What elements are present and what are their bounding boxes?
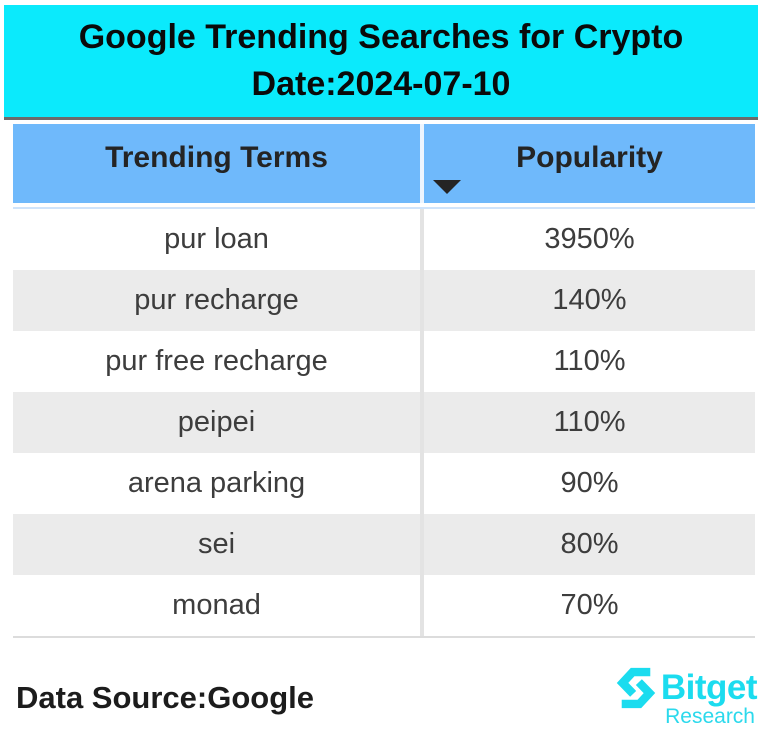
table-header-row: Trending Terms Popularity [13,124,755,203]
popularity-cell: 110% [424,392,755,453]
term-cell: monad [13,575,420,636]
term-cell: arena parking [13,453,420,514]
column-divider [420,453,424,514]
table-row: pur free recharge 110% [13,331,755,392]
bitget-icon [615,667,657,709]
header-separator [13,203,755,207]
bitget-research-label: Research [665,704,755,728]
title-line-2: Date:2024-07-10 [251,65,511,103]
column-divider [420,331,424,392]
sort-descending-icon[interactable] [433,180,461,194]
table-body: pur loan 3950% pur recharge 140% pur fre… [13,209,755,636]
term-cell: peipei [13,392,420,453]
term-cell: pur recharge [13,270,420,331]
data-source-label: Data Source:Google [16,679,314,715]
table-row: peipei 110% [13,392,755,453]
table-row: arena parking 90% [13,453,755,514]
table-row: sei 80% [13,514,755,575]
column-divider [420,392,424,453]
popularity-cell: 90% [424,453,755,514]
column-divider [420,209,424,270]
title-line-1: Google Trending Searches for Crypto [78,18,684,56]
table-row: pur recharge 140% [13,270,755,331]
popularity-cell: 140% [424,270,755,331]
term-cell: sei [13,514,420,575]
popularity-cell: 3950% [424,209,755,270]
table-row: pur loan 3950% [13,209,755,270]
column-header-trending-terms: Trending Terms [13,124,420,203]
popularity-cell: 80% [424,514,755,575]
bitget-logo: Bitget Research [615,667,758,729]
popularity-header-label: Popularity [516,140,663,174]
footer: Data Source:Google Bitget Research [16,650,758,745]
term-cell: pur loan [13,209,420,270]
column-divider [420,124,424,203]
column-divider [420,575,424,636]
header-underline [13,207,755,209]
bitget-logo-row: Bitget [615,667,758,709]
term-cell: pur free recharge [13,331,420,392]
column-divider [420,270,424,331]
trending-table: Trending Terms Popularity pur loan 3950%… [13,124,755,638]
popularity-cell: 70% [424,575,755,636]
table-row: monad 70% [13,575,755,636]
column-divider [420,514,424,575]
bitget-wordmark: Bitget [660,667,758,707]
title-banner: Google Trending Searches for Crypto Date… [4,5,758,120]
popularity-cell: 110% [424,331,755,392]
table-bottom-border [13,636,755,638]
column-header-popularity: Popularity [424,124,755,203]
